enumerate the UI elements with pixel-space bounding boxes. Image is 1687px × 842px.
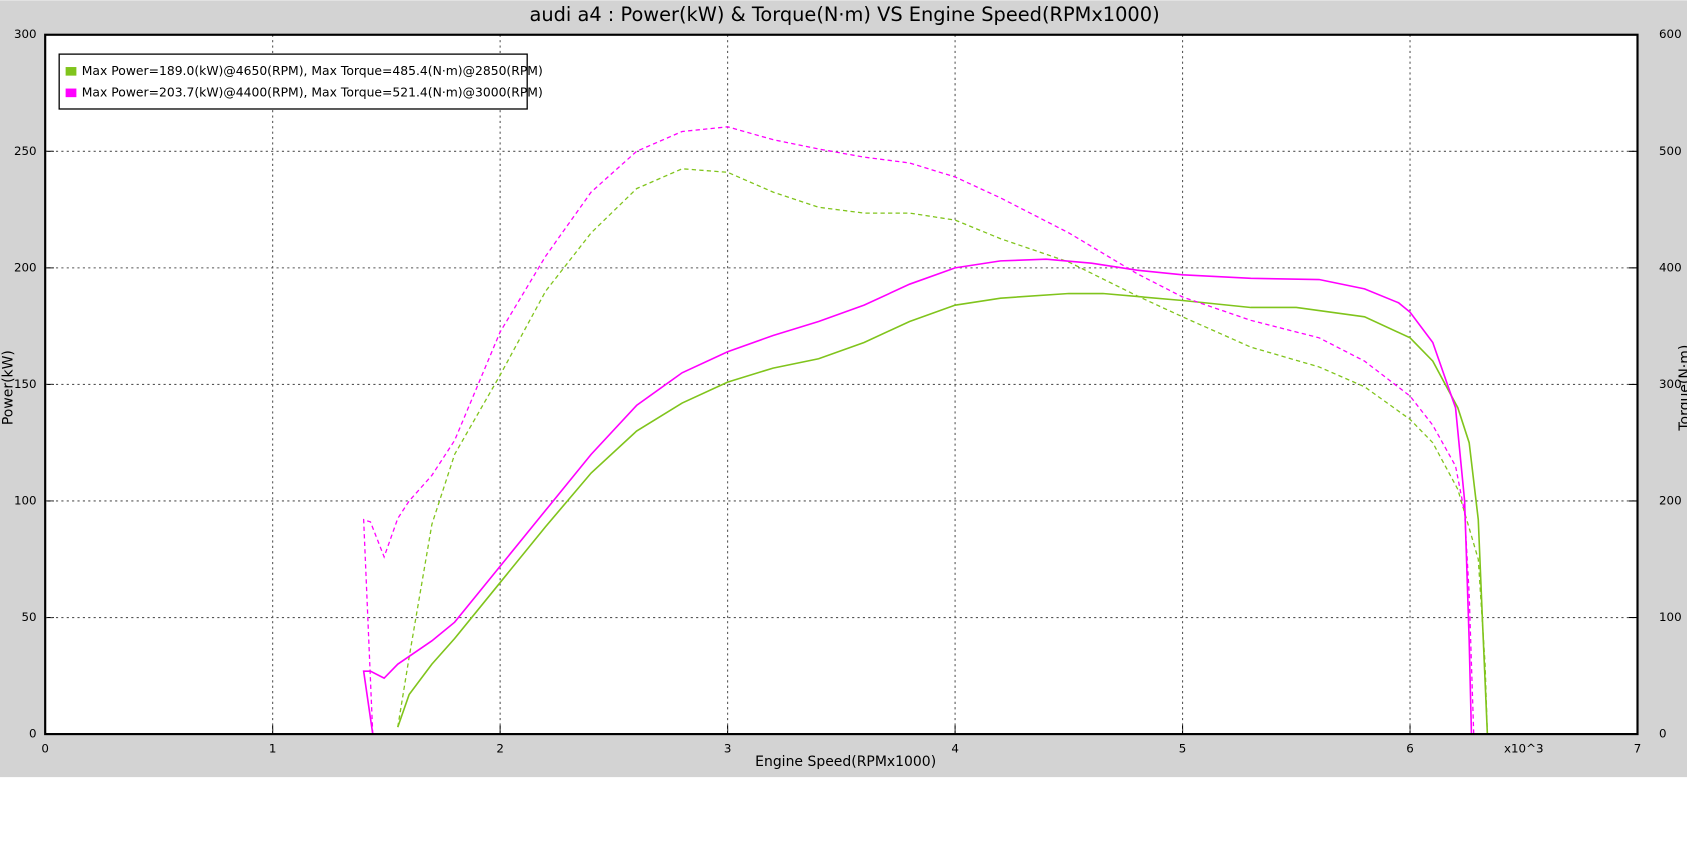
x-tick-label: 5 <box>1179 742 1187 756</box>
plot-border <box>44 33 1639 736</box>
y2-axis-label: Torque(N·m) <box>1677 345 1687 432</box>
y2-tick-label: 100 <box>1659 610 1682 624</box>
x-tick-label: 4 <box>951 742 959 756</box>
x-tick-label: 6 <box>1406 742 1414 756</box>
x-tick-label: 3 <box>724 742 732 756</box>
y-tick-label: 150 <box>14 377 37 391</box>
x-tick-label: 1 <box>269 742 277 756</box>
chart-title: audi a4 : Power(kW) & Torque(N·m) VS Eng… <box>530 3 1160 26</box>
legend-box <box>58 53 528 110</box>
x-tick-label: 2 <box>496 742 504 756</box>
y-tick-label: 250 <box>14 144 37 158</box>
y-axis-label: Power(kW) <box>1 350 17 425</box>
y-tick-label: 300 <box>14 27 37 41</box>
legend: Max Power=189.0(kW)@4650(RPM), Max Torqu… <box>58 53 543 110</box>
series-line <box>397 168 1489 735</box>
y2-tick-label: 0 <box>1659 727 1667 741</box>
legend-label: Max Power=189.0(kW)@4650(RPM), Max Torqu… <box>82 64 543 78</box>
y-tick-label: 100 <box>14 493 37 507</box>
lines <box>362 126 1489 735</box>
x-axis-annotation: x10^3 <box>1504 742 1544 756</box>
y2-tick-label: 400 <box>1659 260 1682 274</box>
y-tick-label: 50 <box>22 610 37 624</box>
legend-swatch <box>65 88 77 98</box>
y2-tick-label: 300 <box>1659 377 1682 391</box>
y2-tick-label: 600 <box>1659 27 1682 41</box>
series-line <box>362 258 1473 735</box>
x-tick-label: 7 <box>1634 742 1642 756</box>
y-tick-label: 200 <box>14 260 37 274</box>
y-tick-label: 0 <box>29 727 37 741</box>
legend-swatch <box>65 67 77 76</box>
series-line <box>362 126 1475 735</box>
y2-tick-label: 200 <box>1659 493 1682 507</box>
y2-tick-label: 500 <box>1659 144 1682 158</box>
series-line <box>397 292 1489 735</box>
x-tick-label: 0 <box>41 742 49 756</box>
legend-label: Max Power=203.7(kW)@4400(RPM), Max Torqu… <box>82 85 543 99</box>
x-axis-label: Engine Speed(RPMx1000) <box>755 754 936 770</box>
